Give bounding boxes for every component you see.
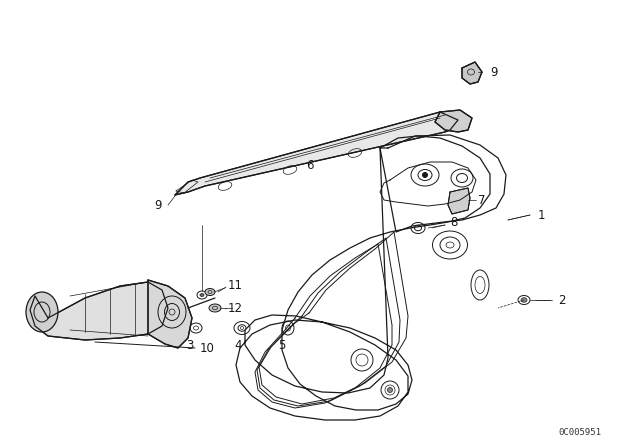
Text: 12: 12 — [228, 302, 243, 314]
Polygon shape — [148, 280, 192, 348]
Ellipse shape — [200, 293, 204, 297]
Ellipse shape — [26, 292, 58, 332]
Text: 3: 3 — [186, 339, 194, 352]
Ellipse shape — [209, 304, 221, 312]
Text: 9: 9 — [490, 65, 497, 78]
Polygon shape — [462, 62, 482, 84]
Text: 2: 2 — [558, 293, 566, 306]
Text: 10: 10 — [200, 341, 215, 354]
Text: 5: 5 — [278, 339, 285, 352]
Text: 6: 6 — [307, 159, 314, 172]
Text: 11: 11 — [228, 279, 243, 292]
Text: 4: 4 — [234, 339, 242, 352]
Ellipse shape — [205, 289, 215, 296]
Text: 7: 7 — [478, 194, 486, 207]
Polygon shape — [435, 110, 472, 132]
Text: 0C005951: 0C005951 — [559, 427, 602, 436]
Text: 9: 9 — [154, 198, 162, 211]
Text: 1: 1 — [538, 208, 545, 221]
Text: 8: 8 — [450, 215, 458, 228]
Polygon shape — [448, 188, 470, 214]
Polygon shape — [30, 282, 168, 340]
Ellipse shape — [521, 298, 527, 302]
Ellipse shape — [387, 388, 392, 392]
Polygon shape — [175, 112, 458, 195]
Ellipse shape — [422, 172, 428, 177]
